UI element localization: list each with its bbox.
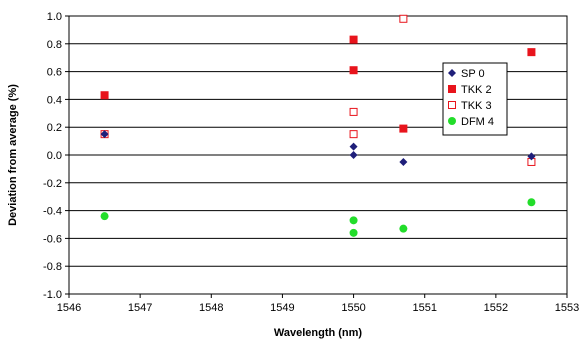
data-point bbox=[349, 66, 358, 75]
data-point bbox=[349, 35, 358, 44]
data-point bbox=[100, 91, 109, 100]
data-point bbox=[349, 216, 358, 225]
data-point bbox=[349, 142, 358, 151]
y-tick-label: -1.0 bbox=[43, 289, 62, 301]
data-point bbox=[399, 157, 408, 166]
x-tick-label: 1551 bbox=[412, 302, 436, 314]
data-point bbox=[527, 198, 536, 207]
y-tick-label: 0.6 bbox=[47, 67, 62, 79]
data-point bbox=[527, 152, 536, 161]
legend-marker bbox=[448, 101, 456, 109]
data-point bbox=[527, 48, 536, 57]
y-axis-ticks: 1.0 0.8 0.6 0.4 0.2 0.0 -0.2 -0.4 -0.6 -0.8 -1.0 bbox=[43, 11, 69, 301]
legend-label: TKK 2 bbox=[461, 84, 492, 96]
y-tick-label: 0.8 bbox=[47, 39, 62, 51]
legend-marker bbox=[448, 69, 456, 77]
data-points bbox=[100, 14, 536, 237]
legend-label: DFM 4 bbox=[461, 116, 494, 128]
legend-label: SP 0 bbox=[461, 68, 485, 80]
x-tick-label: 1546 bbox=[57, 302, 81, 314]
x-axis-ticks: 1546 1547 1548 1549 1550 1551 1552 1553 bbox=[57, 294, 579, 314]
data-point bbox=[349, 228, 358, 237]
y-tick-label: 0.4 bbox=[47, 94, 62, 106]
data-point bbox=[399, 14, 408, 23]
legend-marker bbox=[448, 85, 456, 93]
data-point bbox=[349, 107, 358, 116]
y-tick-label: 0.0 bbox=[47, 150, 62, 162]
y-tick-label: 0.2 bbox=[47, 122, 62, 134]
data-point bbox=[349, 151, 358, 159]
y-tick-label: -0.2 bbox=[43, 178, 62, 190]
legend-label: TKK 3 bbox=[461, 100, 492, 112]
data-point bbox=[100, 130, 109, 139]
legend-entries: SP 0 TKK 2 TKK 3 DFM 4 bbox=[448, 68, 494, 128]
legend-marker bbox=[448, 117, 456, 125]
y-axis-title: Deviation from average (%) bbox=[7, 84, 19, 226]
x-tick-label: 1549 bbox=[270, 302, 294, 314]
data-point bbox=[100, 212, 109, 221]
x-tick-label: 1547 bbox=[128, 302, 152, 314]
y-tick-label: -0.6 bbox=[43, 233, 62, 245]
x-tick-label: 1548 bbox=[199, 302, 223, 314]
gridlines bbox=[69, 43, 567, 267]
x-tick-label: 1552 bbox=[484, 302, 508, 314]
data-point bbox=[349, 130, 358, 139]
legend: SP 0 TKK 2 TKK 3 DFM 4 bbox=[442, 62, 508, 136]
data-point bbox=[399, 124, 408, 133]
x-axis-title: Wavelength (nm) bbox=[274, 327, 363, 339]
data-point bbox=[399, 224, 408, 233]
y-tick-label: -0.8 bbox=[43, 261, 62, 273]
y-tick-label: 1.0 bbox=[47, 11, 62, 23]
x-tick-label: 1550 bbox=[341, 302, 365, 314]
x-tick-label: 1553 bbox=[555, 302, 579, 314]
y-tick-label: -0.4 bbox=[43, 206, 62, 218]
